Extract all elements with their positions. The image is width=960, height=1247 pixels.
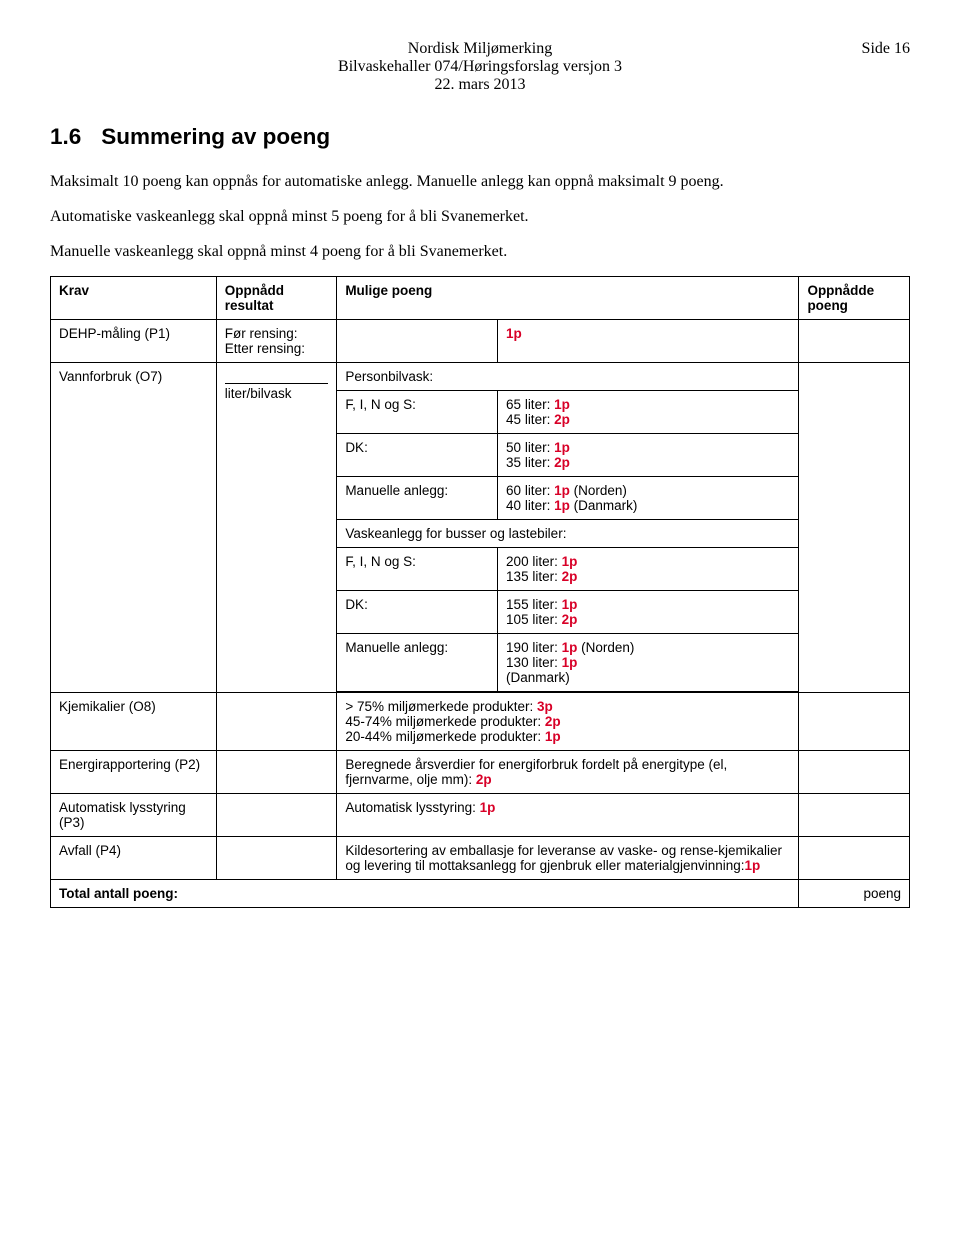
person-man-values: 60 liter: 1p (Norden) 40 liter: 1p (Danm… [498, 476, 799, 519]
section-number: 1.6 [50, 124, 81, 149]
dehp-krav: DEHP-måling (P1) [51, 319, 217, 362]
row-total: Total antall poeng: poeng [51, 879, 910, 907]
buss-heading: Vaskeanlegg for busser og lastebiler: [337, 519, 799, 547]
avfall-text: Kildesortering av emballasje for leveran… [337, 836, 799, 879]
personbilvask-heading: Personbilvask: [337, 362, 799, 390]
header-line-1: Nordisk Miljømerking [50, 40, 910, 58]
person-dk-label: DK: [337, 433, 498, 476]
buss-man-values: 190 liter: 1p (Norden) 130 liter: 1p (Da… [498, 633, 799, 691]
person-dk-values: 50 liter: 1p 35 liter: 2p [498, 433, 799, 476]
energi-krav: Energirapportering (P2) [51, 750, 217, 793]
dehp-pts-value: 1p [506, 326, 522, 341]
page-header: Side 16 Nordisk Miljømerking Bilvaskehal… [50, 40, 910, 94]
energi-result [216, 750, 337, 793]
kjem-oppnadde [799, 692, 910, 750]
avfall-oppnadde [799, 836, 910, 879]
intro-paragraph-2: Automatiske vaskeanlegg skal oppnå minst… [50, 205, 910, 228]
dehp-points: 1p [498, 319, 799, 362]
lys-oppnadde [799, 793, 910, 836]
avfall-result [216, 836, 337, 879]
kjem-krav: Kjemikalier (O8) [51, 692, 217, 750]
lys-result [216, 793, 337, 836]
dehp-result: Før rensing: Etter rensing: [216, 319, 337, 362]
lys-text: Automatisk lysstyring: 1p [337, 793, 799, 836]
table-header-row: Krav Oppnådd resultat Mulige poeng Oppnå… [51, 276, 910, 319]
section-title: Summering av poeng [101, 124, 330, 149]
avfall-krav: Avfall (P4) [51, 836, 217, 879]
person-man-label: Manuelle anlegg: [337, 476, 498, 519]
dehp-after: Etter rensing: [225, 341, 305, 356]
lys-krav: Automatisk lysstyring (P3) [51, 793, 217, 836]
section-heading: 1.6 Summering av poeng [50, 124, 910, 150]
fill-line [225, 369, 329, 384]
dehp-before: Før rensing: [225, 326, 298, 341]
intro-paragraph-1: Maksimalt 10 poeng kan oppnås for automa… [50, 170, 910, 193]
vann-oppnadde [799, 362, 910, 692]
header-line-3: 22. mars 2013 [50, 76, 910, 94]
col-mulige: Mulige poeng [337, 276, 799, 319]
col-krav: Krav [51, 276, 217, 319]
buss-dk-values: 155 liter: 1p 105 liter: 2p [498, 590, 799, 633]
person-fins-values: 65 liter: 1p 45 liter: 2p [498, 390, 799, 433]
buss-fins-values: 200 liter: 1p 135 liter: 2p [498, 547, 799, 590]
row-kjem: Kjemikalier (O8) > 75% miljømerkede prod… [51, 692, 910, 750]
header-line-2: Bilvaskehaller 074/Høringsforslag versjo… [50, 58, 910, 76]
page-number: Side 16 [862, 40, 910, 58]
points-table: Krav Oppnådd resultat Mulige poeng Oppnå… [50, 276, 910, 908]
person-fins-label: F, I, N og S: [337, 390, 498, 433]
col-oppnadd: Oppnådd resultat [216, 276, 337, 319]
dehp-mulige-blank [337, 319, 498, 362]
energi-oppnadde [799, 750, 910, 793]
vann-result: liter/bilvask [216, 362, 337, 692]
energi-text: Beregnede årsverdier for energiforbruk f… [337, 750, 799, 793]
buss-dk-label: DK: [337, 590, 498, 633]
row-lys: Automatisk lysstyring (P3) Automatisk ly… [51, 793, 910, 836]
buss-fins-label: F, I, N og S: [337, 547, 498, 590]
buss-man-label: Manuelle anlegg: [337, 633, 498, 691]
total-label: Total antall poeng: [51, 879, 799, 907]
col-oppnadde: Oppnådde poeng [799, 276, 910, 319]
vann-unit: liter/bilvask [225, 386, 292, 401]
row-energi: Energirapportering (P2) Beregnede årsver… [51, 750, 910, 793]
row-dehp: DEHP-måling (P1) Før rensing: Etter rens… [51, 319, 910, 362]
kjem-result [216, 692, 337, 750]
kjem-text: > 75% miljømerkede produkter: 3p 45-74% … [337, 692, 799, 750]
row-vann-header: Vannforbruk (O7) liter/bilvask Personbil… [51, 362, 910, 390]
intro-paragraph-3: Manuelle vaskeanlegg skal oppnå minst 4 … [50, 240, 910, 263]
dehp-oppnadde [799, 319, 910, 362]
vann-krav: Vannforbruk (O7) [51, 362, 217, 692]
total-value: poeng [799, 879, 910, 907]
row-avfall: Avfall (P4) Kildesortering av emballasje… [51, 836, 910, 879]
